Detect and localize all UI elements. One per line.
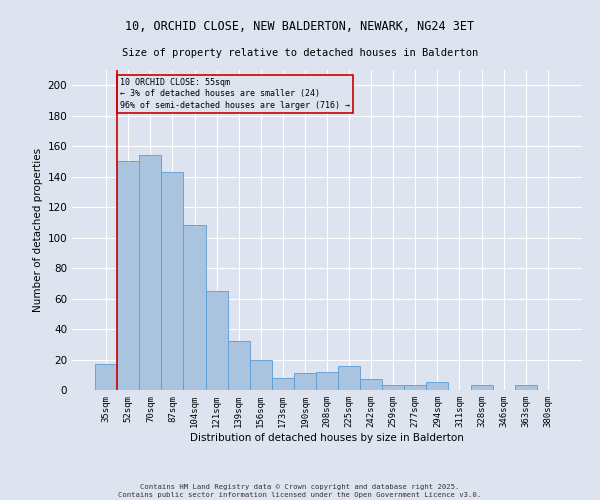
Text: Size of property relative to detached houses in Balderton: Size of property relative to detached ho… xyxy=(122,48,478,58)
Y-axis label: Number of detached properties: Number of detached properties xyxy=(33,148,43,312)
Bar xyxy=(184,226,206,390)
Bar xyxy=(161,172,184,390)
Bar xyxy=(470,386,493,390)
Text: 10, ORCHID CLOSE, NEW BALDERTON, NEWARK, NG24 3ET: 10, ORCHID CLOSE, NEW BALDERTON, NEWARK,… xyxy=(125,20,475,33)
Bar xyxy=(250,360,272,390)
Bar xyxy=(139,156,161,390)
Text: 10 ORCHID CLOSE: 55sqm
← 3% of detached houses are smaller (24)
96% of semi-deta: 10 ORCHID CLOSE: 55sqm ← 3% of detached … xyxy=(120,78,350,110)
X-axis label: Distribution of detached houses by size in Balderton: Distribution of detached houses by size … xyxy=(190,432,464,442)
Bar xyxy=(227,341,250,390)
Bar xyxy=(338,366,360,390)
Bar xyxy=(316,372,338,390)
Bar xyxy=(427,382,448,390)
Bar xyxy=(382,386,404,390)
Bar xyxy=(294,373,316,390)
Bar xyxy=(360,380,382,390)
Bar xyxy=(95,364,117,390)
Bar xyxy=(117,162,139,390)
Bar xyxy=(404,386,427,390)
Text: Contains HM Land Registry data © Crown copyright and database right 2025.
Contai: Contains HM Land Registry data © Crown c… xyxy=(118,484,482,498)
Bar xyxy=(206,291,227,390)
Bar xyxy=(272,378,294,390)
Bar xyxy=(515,386,537,390)
